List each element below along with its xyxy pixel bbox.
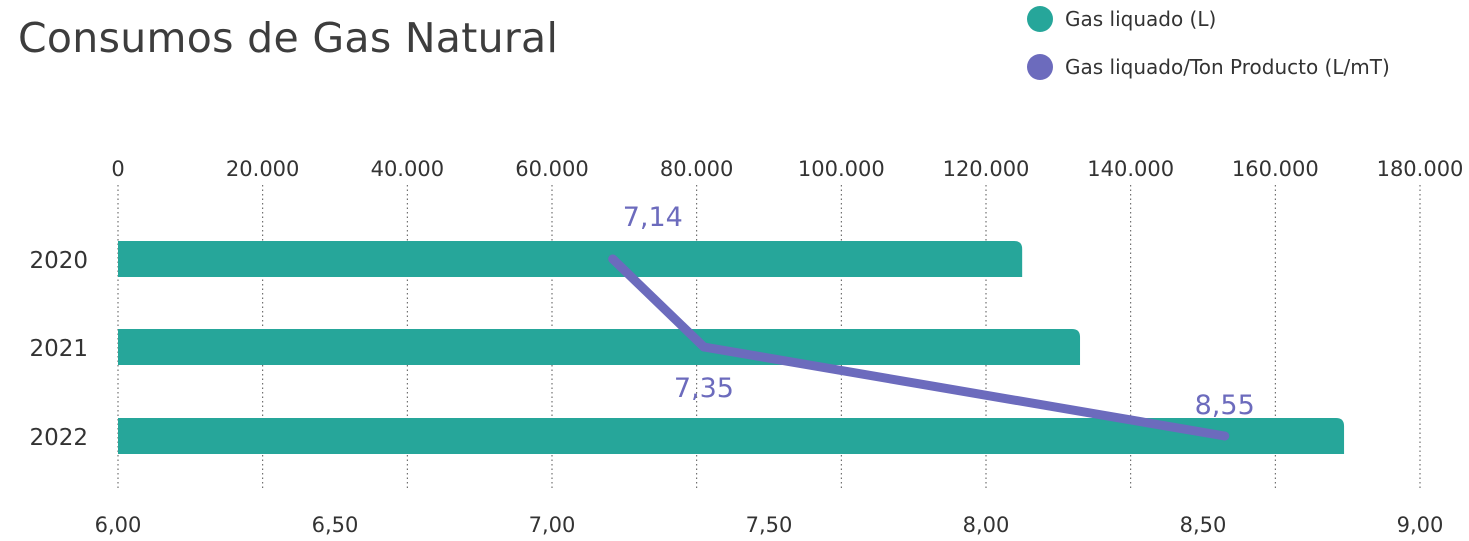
top-axis-tick-label: 160.000 bbox=[1232, 157, 1319, 181]
legend-label: Gas liquado/Ton Producto (L/mT) bbox=[1065, 55, 1390, 79]
line-point bbox=[699, 342, 709, 352]
bottom-axis-tick-label: 9,00 bbox=[1397, 513, 1444, 537]
top-axis-tick-label: 80.000 bbox=[660, 157, 733, 181]
line-point bbox=[1220, 431, 1230, 441]
data-label: 7,14 bbox=[623, 202, 683, 233]
top-axis-tick-label: 100.000 bbox=[798, 157, 885, 181]
bottom-axis-tick-label: 7,50 bbox=[746, 513, 793, 537]
legend-label: Gas liquado (L) bbox=[1065, 7, 1217, 31]
top-axis-tick-label: 120.000 bbox=[943, 157, 1030, 181]
bottom-axis-tick-label: 6,50 bbox=[312, 513, 359, 537]
bar bbox=[118, 329, 1081, 365]
top-axis-tick-label: 180.000 bbox=[1377, 157, 1464, 181]
category-label: 2021 bbox=[29, 336, 88, 362]
bottom-axis-tick-label: 7,00 bbox=[529, 513, 576, 537]
top-axis-tick-label: 0 bbox=[111, 157, 124, 181]
chart-title: Consumos de Gas Natural bbox=[18, 14, 559, 62]
bar bbox=[118, 418, 1345, 454]
category-label: 2022 bbox=[29, 425, 88, 451]
legend: Gas liquado (L) Gas liquado/Ton Producto… bbox=[1027, 6, 1390, 102]
legend-item-gas-per-ton: Gas liquado/Ton Producto (L/mT) bbox=[1027, 54, 1390, 80]
bottom-axis-tick-label: 8,00 bbox=[963, 513, 1010, 537]
top-axis-tick-label: 60.000 bbox=[515, 157, 588, 181]
bottom-axis-tick-label: 8,50 bbox=[1180, 513, 1227, 537]
top-axis-tick-label: 20.000 bbox=[226, 157, 299, 181]
line-point bbox=[608, 254, 618, 264]
bottom-axis-tick-label: 6,00 bbox=[95, 513, 142, 537]
data-label: 8,55 bbox=[1195, 390, 1255, 421]
legend-swatch-line bbox=[1027, 54, 1053, 80]
data-label: 7,35 bbox=[674, 373, 734, 404]
top-axis-tick-label: 40.000 bbox=[371, 157, 444, 181]
top-axis-tick-label: 140.000 bbox=[1087, 157, 1174, 181]
legend-item-gas-liquado: Gas liquado (L) bbox=[1027, 6, 1390, 32]
bar bbox=[118, 241, 1023, 277]
legend-swatch-bar bbox=[1027, 6, 1053, 32]
category-label: 2020 bbox=[29, 248, 88, 274]
